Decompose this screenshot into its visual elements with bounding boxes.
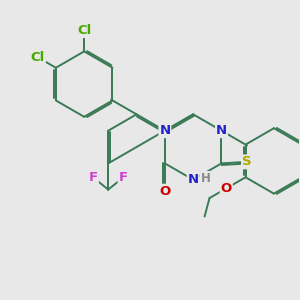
Text: N: N [188,173,199,186]
Text: Cl: Cl [31,51,45,64]
Text: F: F [118,171,128,184]
Text: O: O [220,182,232,195]
Text: N: N [159,124,170,137]
Text: O: O [159,185,170,198]
Text: N: N [216,124,227,137]
Text: Cl: Cl [77,24,91,37]
Text: S: S [242,155,252,168]
Text: H: H [201,172,211,185]
Text: F: F [89,171,98,184]
